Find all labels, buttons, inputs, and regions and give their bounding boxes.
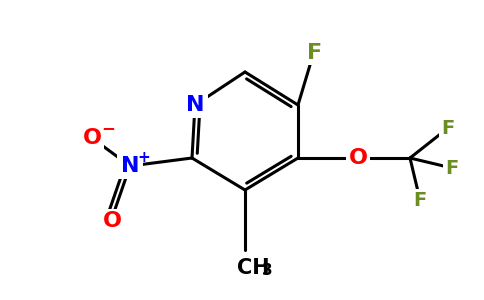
Text: F: F	[441, 118, 454, 137]
Text: F: F	[307, 43, 322, 63]
Text: O: O	[103, 211, 121, 231]
Text: F: F	[413, 190, 426, 209]
Text: O: O	[82, 128, 102, 148]
Text: +: +	[137, 151, 151, 166]
Text: −: −	[101, 119, 115, 137]
Text: 3: 3	[262, 263, 272, 278]
Text: N: N	[121, 156, 139, 176]
Text: CH: CH	[237, 258, 270, 278]
Text: N: N	[186, 95, 204, 115]
Text: F: F	[445, 158, 459, 178]
Text: O: O	[348, 148, 367, 168]
